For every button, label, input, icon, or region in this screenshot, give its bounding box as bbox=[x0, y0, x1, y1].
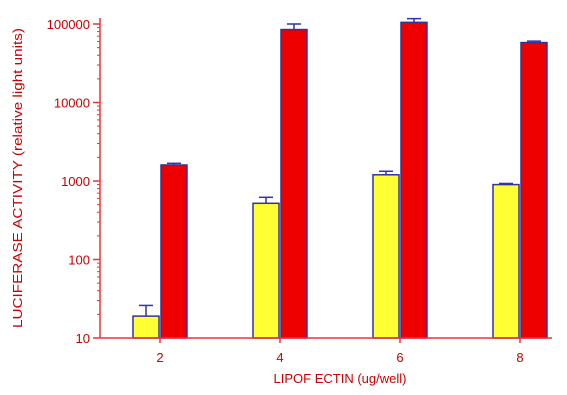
bar-series-2-2 bbox=[160, 164, 188, 339]
labels-layer: LUCIFERASE ACTIVITY (relative light unit… bbox=[10, 17, 524, 386]
y-tick-label: 10 bbox=[76, 331, 90, 346]
axes-layer bbox=[93, 18, 552, 343]
y-tick-label: 10000 bbox=[54, 96, 90, 111]
bars-layer bbox=[132, 21, 548, 339]
y-tick-label: 100000 bbox=[47, 17, 90, 32]
x-tick-label: 2 bbox=[156, 350, 163, 365]
y-tick-label: 1000 bbox=[61, 174, 90, 189]
bar-series-1-6 bbox=[372, 174, 400, 339]
bar-series-1-4 bbox=[252, 202, 280, 339]
bar-series-1-8 bbox=[492, 183, 520, 339]
bar-series-1-2 bbox=[132, 315, 160, 339]
x-axis-title: LIPOF ECTIN (ug/well) bbox=[274, 371, 407, 386]
error-bars-layer bbox=[139, 17, 541, 317]
x-tick-label: 6 bbox=[396, 350, 403, 365]
bar-series-2-6 bbox=[400, 21, 428, 339]
x-tick-label: 8 bbox=[516, 350, 523, 365]
y-tick-label: 100 bbox=[68, 253, 90, 268]
x-tick-label: 4 bbox=[276, 350, 283, 365]
bar-series-2-8 bbox=[520, 41, 548, 339]
bar-series-2-4 bbox=[280, 28, 308, 339]
y-axis-title: LUCIFERASE ACTIVITY (relative light unit… bbox=[10, 28, 25, 328]
